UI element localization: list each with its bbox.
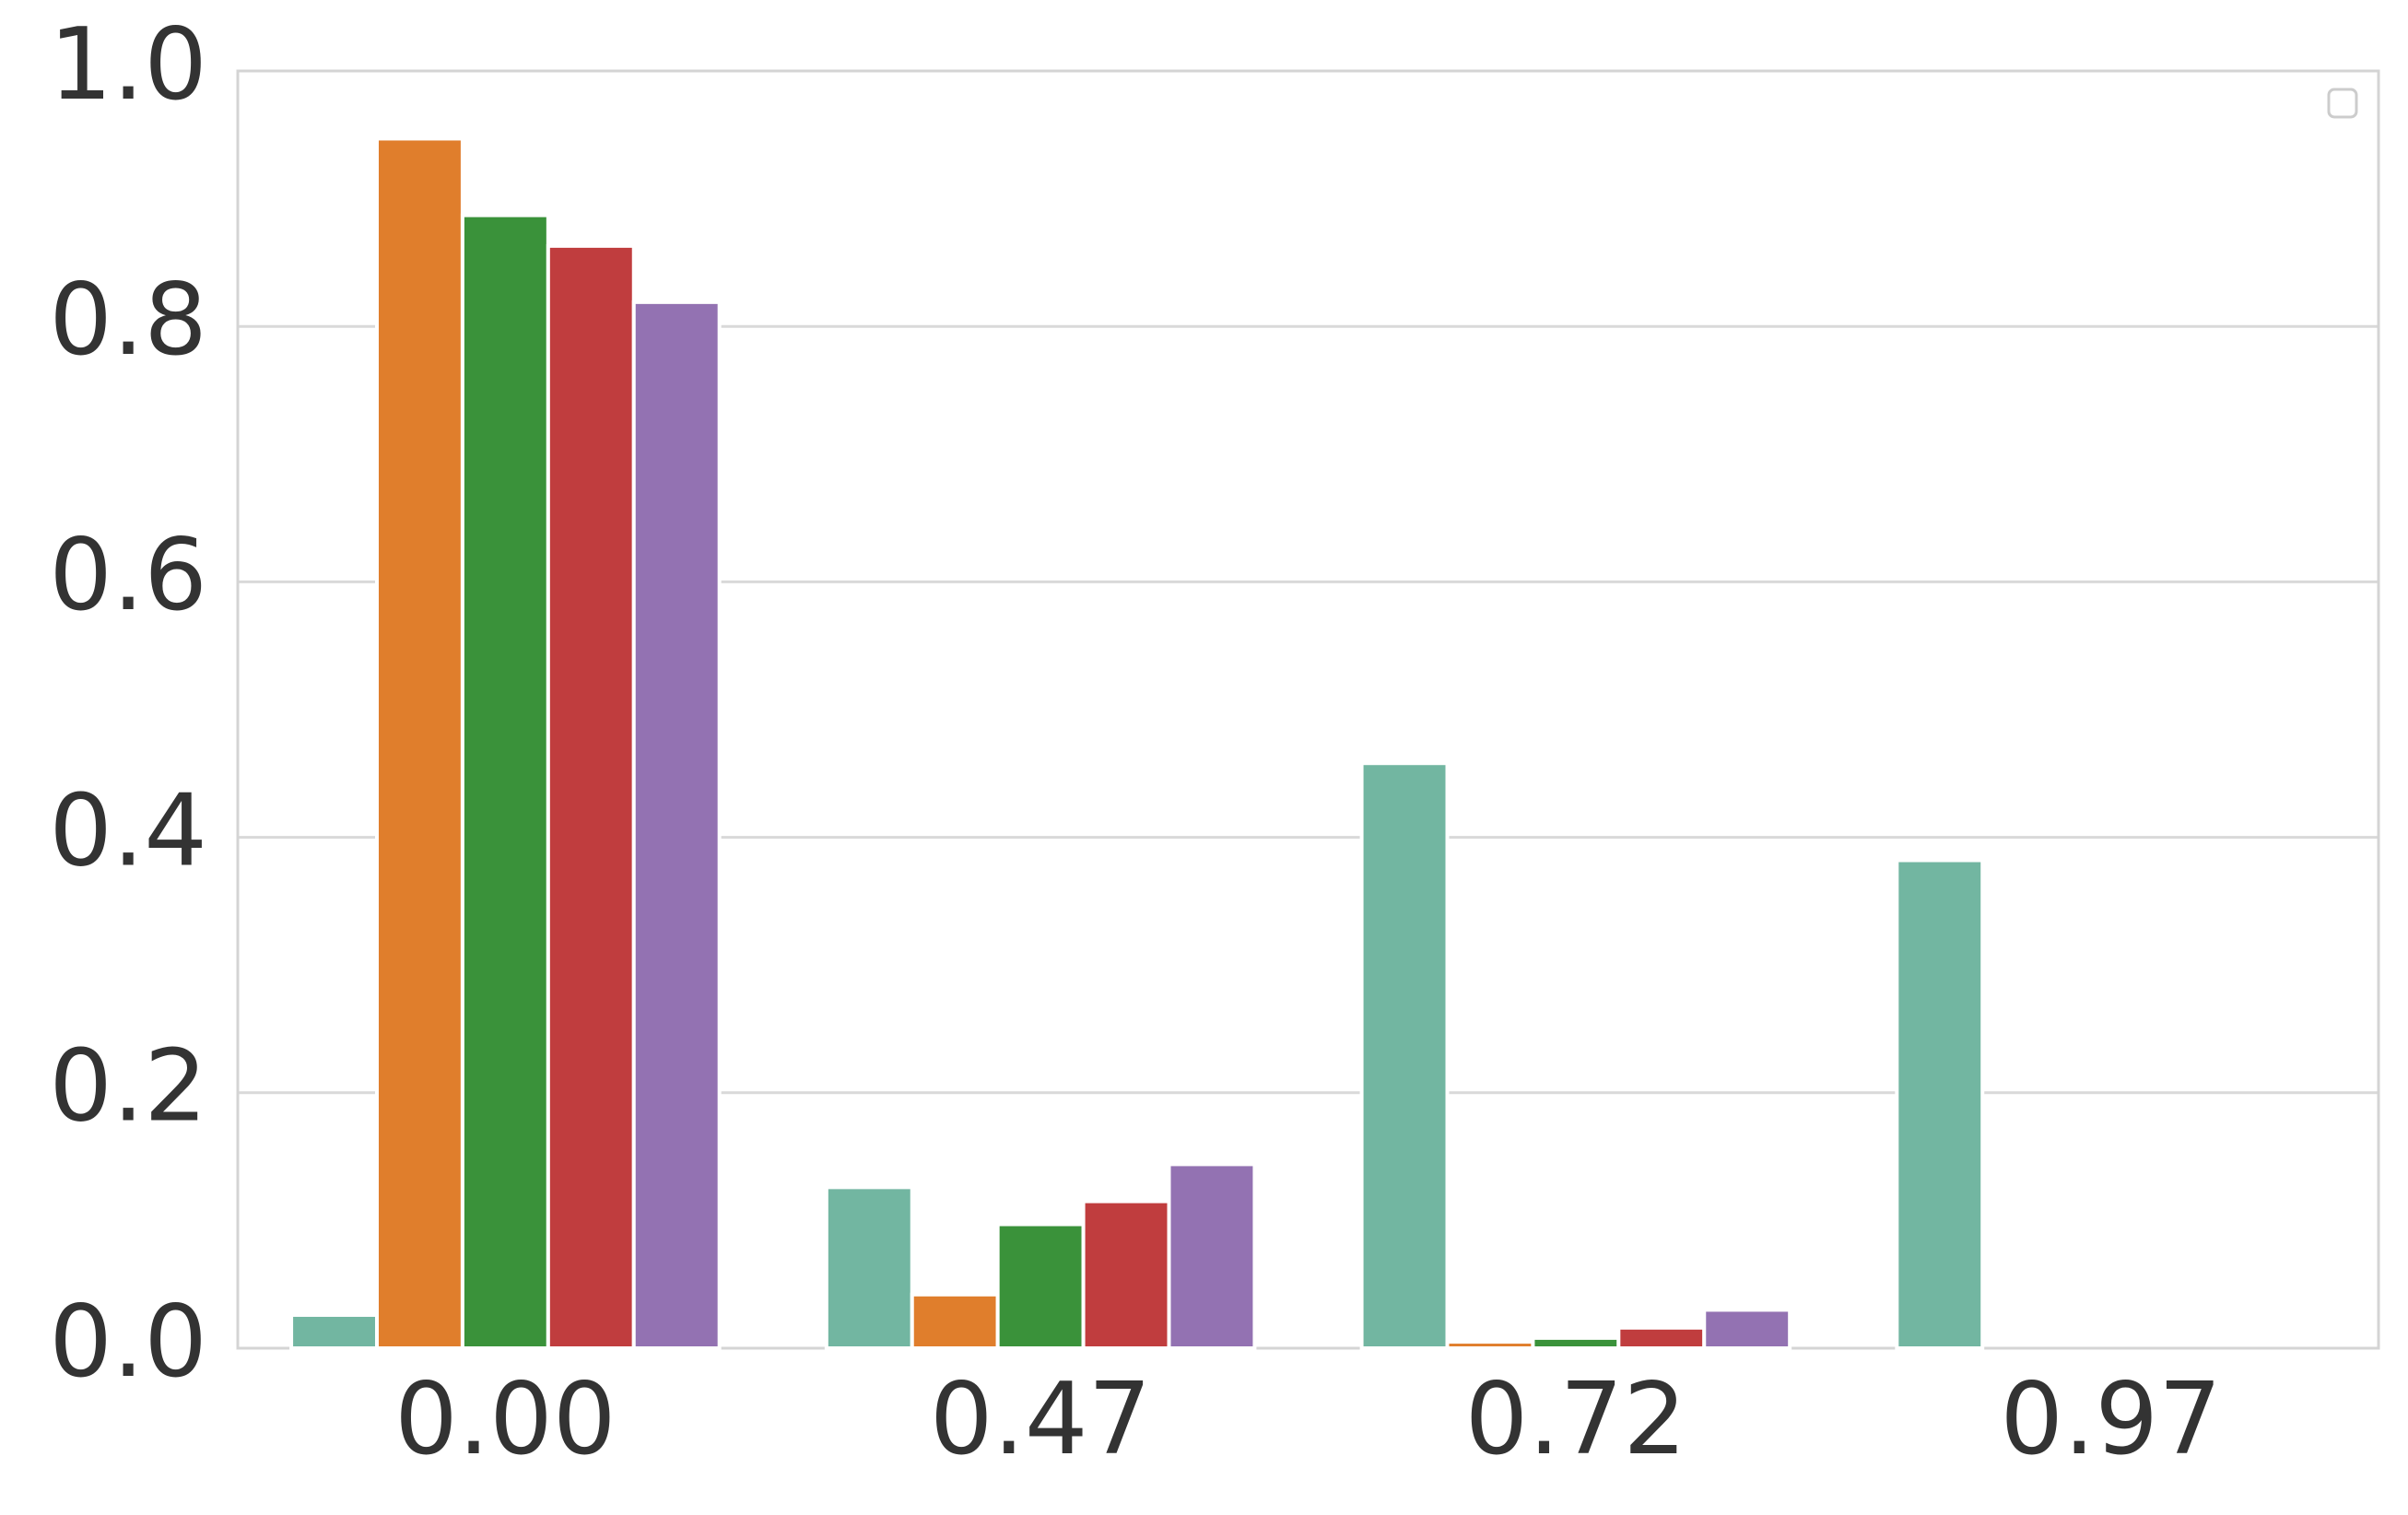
y-tick-label: 0.0 — [49, 1285, 207, 1400]
x-tick-label: 0.00 — [394, 1362, 616, 1477]
bar — [631, 299, 722, 1351]
y-tick-label: 0.6 — [49, 518, 207, 633]
bar — [1702, 1308, 1792, 1351]
bar — [910, 1292, 1000, 1350]
bar — [374, 136, 464, 1350]
y-tick-label: 0.4 — [49, 773, 207, 888]
bar — [1531, 1335, 1621, 1350]
bar — [1895, 858, 1985, 1350]
bar — [1081, 1199, 1171, 1350]
bar — [289, 1312, 379, 1350]
bar — [460, 213, 550, 1350]
bar — [824, 1185, 914, 1351]
bar — [546, 243, 636, 1351]
bar — [1445, 1340, 1535, 1350]
legend-box — [2327, 88, 2358, 119]
y-tick-label: 1.0 — [49, 7, 207, 123]
x-tick-label: 0.97 — [2000, 1362, 2221, 1477]
x-tick-label: 0.72 — [1465, 1362, 1686, 1477]
y-tick-label: 0.2 — [49, 1029, 207, 1145]
y-tick-label: 0.8 — [49, 263, 207, 378]
plot-frame — [236, 69, 2380, 1350]
bar — [995, 1222, 1086, 1350]
bar — [1167, 1162, 1257, 1351]
bar — [1359, 761, 1450, 1350]
x-tick-label: 0.47 — [930, 1362, 1151, 1477]
bar — [1616, 1325, 1707, 1350]
